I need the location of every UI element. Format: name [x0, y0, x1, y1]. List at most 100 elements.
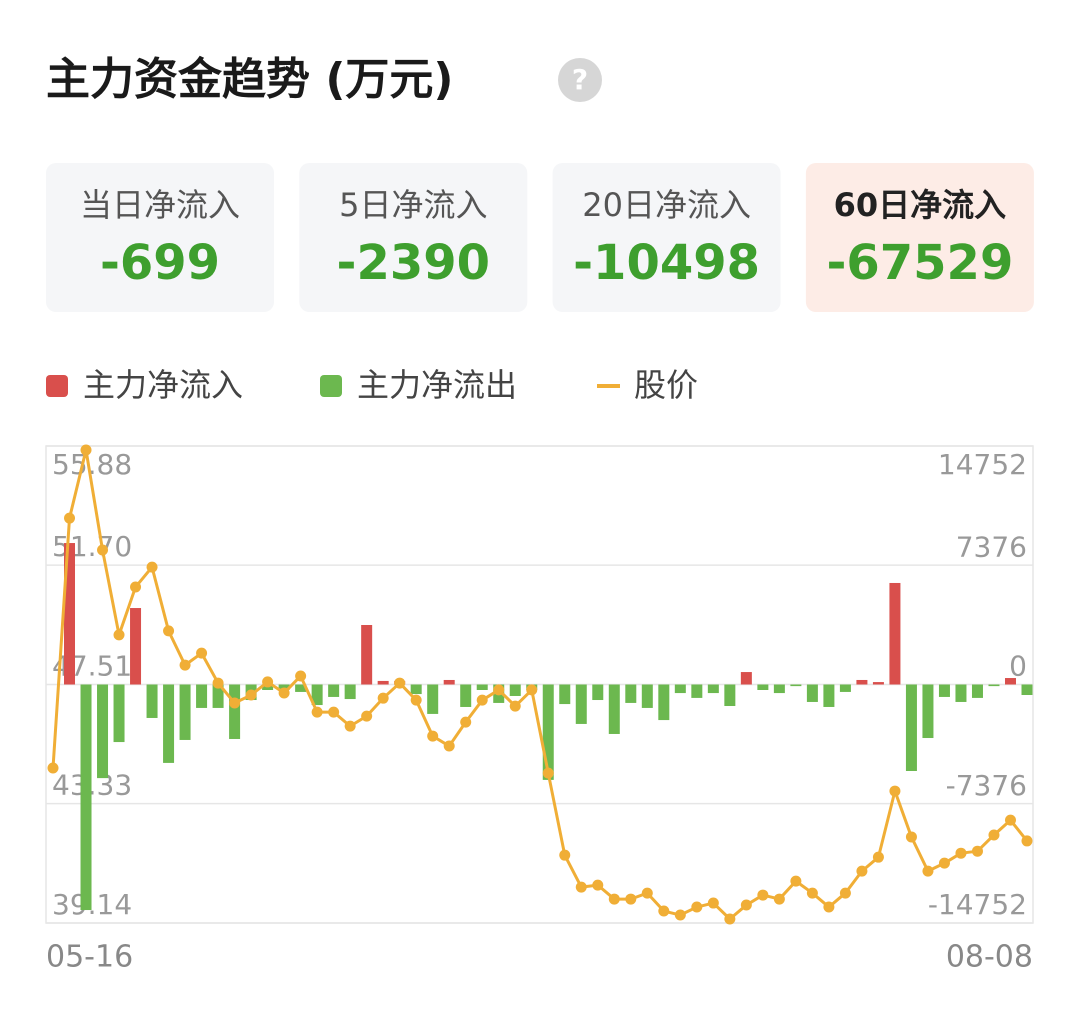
price-dot: [179, 659, 191, 671]
price-dot: [691, 901, 703, 913]
legend-label[interactable]: 主力净流入: [83, 366, 243, 404]
legend-label[interactable]: 股价: [634, 366, 698, 404]
price-dot: [130, 581, 142, 593]
price-dot: [47, 762, 59, 774]
flow-bar: [806, 684, 818, 702]
card-label: 20日净流入: [582, 186, 751, 224]
y2-tick-label: -7376: [946, 769, 1027, 802]
flow-bar: [311, 684, 323, 706]
x-tick-label: 05-16: [46, 940, 133, 975]
y2-tick-label: 0: [1009, 650, 1027, 683]
help-icon[interactable]: [558, 58, 602, 102]
flow-bar: [427, 684, 439, 714]
flow-bar: [212, 684, 224, 708]
flow-bar: [295, 684, 307, 692]
price-dot: [575, 881, 587, 893]
flow-bar: [542, 684, 554, 780]
summary-card[interactable]: [552, 163, 781, 312]
flow-bar: [592, 684, 604, 701]
flow-bar: [179, 684, 191, 740]
price-dot: [724, 913, 736, 925]
price-dot: [295, 670, 307, 682]
price-dot: [707, 897, 719, 909]
price-dot: [740, 899, 752, 911]
flow-bar: [460, 684, 472, 707]
price-dot: [163, 625, 175, 637]
price-dot: [559, 849, 571, 861]
price-dot: [278, 687, 290, 699]
price-dot: [113, 629, 125, 641]
flow-bar: [196, 684, 208, 708]
summary-card[interactable]: [46, 163, 274, 312]
y-tick-label: 55.88: [52, 448, 132, 481]
flow-bar: [344, 684, 356, 700]
flow-bar: [905, 684, 917, 771]
flow-bar: [938, 684, 950, 697]
card-value: -10498: [573, 235, 760, 291]
price-dot: [790, 875, 802, 887]
flow-bar: [889, 582, 901, 685]
flow-bar: [971, 684, 983, 698]
price-dot: [674, 909, 686, 921]
price-dot: [311, 706, 323, 718]
price-dot: [542, 767, 554, 779]
price-dot: [80, 444, 92, 456]
flow-bar: [361, 625, 373, 685]
legend-label[interactable]: 主力净流出: [357, 366, 517, 404]
card-value: -2390: [337, 235, 491, 291]
title: 主力资金趋势 (万元): [46, 54, 454, 105]
flow-bar: [509, 684, 521, 696]
summary-card[interactable]: [299, 163, 528, 312]
flow-bar: [691, 684, 703, 698]
flow-bar: [641, 684, 653, 708]
price-dot: [658, 905, 670, 917]
flow-bar: [377, 680, 389, 685]
price-dot: [196, 647, 208, 659]
price-dot: [955, 847, 967, 859]
price-dot: [625, 893, 637, 905]
flow-bar: [707, 684, 719, 694]
flow-bar: [163, 684, 175, 763]
price-dot: [608, 893, 620, 905]
flow-bar: [1021, 684, 1033, 696]
price-dot: [427, 730, 439, 742]
y-tick-label: 43.33: [52, 769, 132, 802]
help-icon-glyph: ?: [572, 63, 588, 96]
flow-bar: [872, 682, 884, 685]
price-dot: [394, 677, 406, 689]
price-dot: [460, 716, 472, 728]
flow-bar: [278, 684, 290, 690]
price-dot: [823, 901, 835, 913]
price-dot: [509, 700, 521, 712]
price-dot: [1004, 814, 1016, 826]
flow-bar: [674, 684, 686, 694]
price-dot: [328, 706, 340, 718]
price-dot: [1021, 835, 1033, 847]
price-dot: [889, 785, 901, 797]
flow-bar: [328, 684, 340, 697]
flow-bar: [724, 684, 736, 707]
price-dot: [905, 831, 917, 843]
card-value: -699: [100, 235, 220, 291]
flow-bar: [113, 684, 125, 743]
flow-bar: [658, 684, 670, 721]
flow-bar: [740, 672, 752, 685]
price-dot: [988, 829, 1000, 841]
flow-bar: [476, 684, 488, 690]
x-tick-label: 08-08: [946, 940, 1033, 975]
flow-bar: [988, 684, 1000, 687]
price-dot: [64, 512, 76, 524]
flow-bar: [773, 684, 785, 694]
price-dot: [856, 865, 868, 877]
price-dot: [443, 740, 455, 752]
price-dot: [773, 893, 785, 905]
flow-bar: [608, 684, 620, 734]
summary-card[interactable]: [805, 163, 1034, 312]
price-dot: [839, 887, 851, 899]
price-dot: [526, 684, 538, 696]
y2-tick-label: 14752: [938, 448, 1027, 481]
price-dot: [146, 561, 158, 573]
flow-bar: [80, 684, 92, 911]
flow-bar: [823, 684, 835, 707]
price-dot: [361, 710, 373, 722]
